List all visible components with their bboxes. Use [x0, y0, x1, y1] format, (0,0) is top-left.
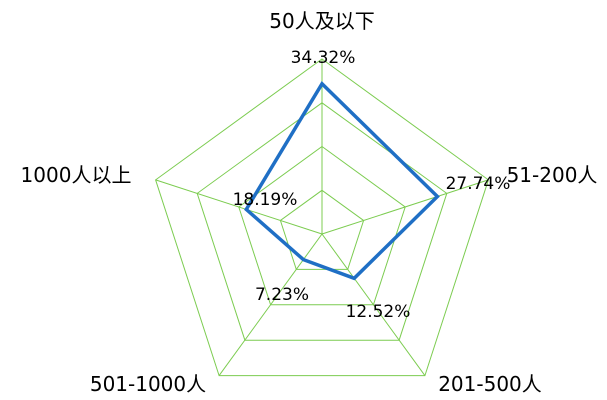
grid-ring-1	[279, 189, 365, 270]
series-line	[244, 81, 440, 281]
value-label: 18.19%	[233, 190, 298, 210]
radar-series	[244, 81, 440, 281]
grid-spoke-3	[321, 233, 426, 376]
grid-spoke-5	[155, 179, 323, 235]
category-label: 501-1000人	[90, 372, 206, 396]
grid-spoke-2	[321, 179, 489, 235]
grid-ring-4	[155, 58, 489, 377]
radar-grid	[155, 58, 489, 377]
category-label: 51-200人	[507, 163, 598, 187]
grid-ring-3	[196, 102, 448, 341]
category-label: 201-500人	[438, 372, 542, 396]
data-point	[244, 207, 248, 211]
value-label: 7.23%	[255, 285, 309, 305]
value-label: 12.52%	[346, 302, 411, 322]
category-label: 50人及以下	[269, 9, 374, 33]
grid-spoke-4	[218, 233, 323, 376]
data-point	[301, 258, 305, 262]
category-labels: 50人及以下 51-200人 201-500人 501-1000人 1000人以上	[21, 9, 598, 396]
data-point	[435, 195, 439, 198]
value-label: 27.74%	[446, 174, 511, 194]
data-point	[352, 276, 356, 280]
value-label: 34.32%	[291, 48, 356, 68]
value-labels: 34.32% 27.74% 12.52% 7.23% 18.19%	[233, 48, 511, 322]
category-label: 1000人以上	[21, 163, 132, 187]
data-point	[320, 82, 324, 86]
